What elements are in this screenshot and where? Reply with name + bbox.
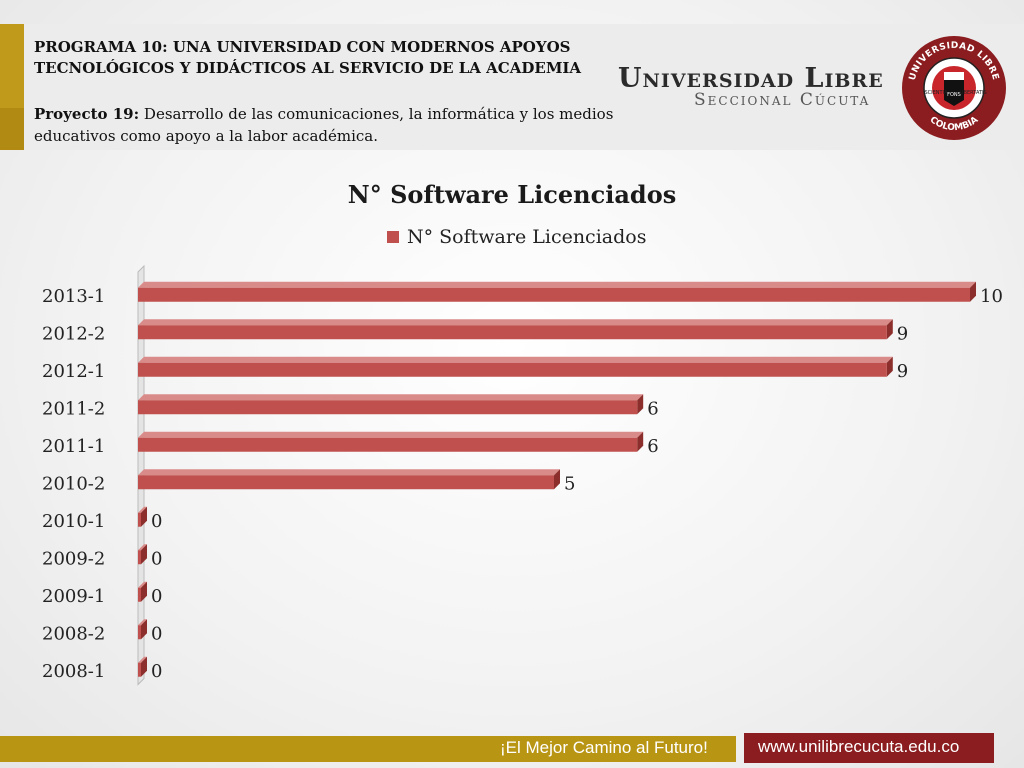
seal-right-text: LIBERTATIS — [959, 90, 986, 96]
project-description: Proyecto 19: Desarrollo de las comunicac… — [34, 103, 694, 147]
y-tick-label: 2013-1 — [42, 286, 105, 307]
bar-top — [138, 319, 893, 326]
seal-left-text: SCIENTIA — [925, 90, 949, 96]
bar — [138, 475, 554, 490]
bar-top — [138, 619, 147, 626]
data-label: 10 — [980, 286, 1003, 307]
bar-top — [138, 469, 560, 476]
bar-side — [886, 356, 893, 377]
bar-top — [138, 356, 893, 363]
legend-label: N° Software Licenciados — [407, 226, 647, 248]
bar — [138, 512, 141, 527]
data-label: 5 — [564, 473, 575, 494]
chart-title: N° Software Licenciados — [347, 180, 677, 209]
footer-slogan: ¡El Mejor Camino al Futuro! — [500, 738, 708, 757]
bar — [138, 662, 141, 677]
data-label: 0 — [151, 586, 162, 607]
bar-side — [637, 394, 644, 415]
bar-top — [138, 506, 147, 513]
bar — [138, 325, 887, 340]
program-title-line2: TECNOLÓGICOS Y DIDÁCTICOS AL SERVICIO DE… — [34, 59, 582, 77]
bar-top — [138, 431, 644, 438]
bar — [138, 287, 970, 302]
header-accent-bar — [0, 24, 24, 108]
program-title-line1: PROGRAMA 10: UNA UNIVERSIDAD CON MODERNO… — [34, 38, 571, 56]
bar-top — [138, 656, 147, 663]
bar-side — [554, 469, 560, 490]
y-tick-label: 2009-2 — [42, 548, 105, 569]
bar — [138, 587, 141, 602]
seal-center-text: FONS — [947, 92, 961, 98]
data-label: 6 — [647, 436, 658, 457]
data-label: 6 — [647, 398, 658, 419]
y-tick-label: 2011-2 — [42, 398, 105, 419]
y-tick-label: 2012-1 — [42, 361, 105, 382]
bar-side — [141, 581, 147, 602]
bar-top — [138, 281, 976, 288]
bar-top — [138, 581, 147, 588]
bar-side — [141, 506, 147, 527]
data-label: 9 — [897, 323, 908, 344]
bar-side — [886, 319, 893, 340]
legend-swatch — [387, 231, 399, 243]
data-label: 0 — [151, 548, 162, 569]
footer-slogan-bar — [0, 736, 736, 762]
brand-subtitle: Seccional Cúcuta — [694, 90, 871, 110]
brand-name: Universidad Libre — [618, 63, 884, 94]
header-band — [0, 24, 1024, 150]
y-tick-label: 2010-1 — [42, 511, 105, 532]
bar-side — [141, 544, 147, 565]
bar-side — [970, 281, 976, 302]
bar — [138, 550, 141, 565]
bar-top — [138, 544, 147, 551]
project-label: Proyecto 19: — [34, 105, 140, 123]
footer-url-bar — [744, 733, 994, 763]
bar — [138, 362, 887, 377]
y-tick-label: 2009-1 — [42, 586, 105, 607]
data-label: 0 — [151, 661, 162, 682]
data-label: 0 — [151, 511, 162, 532]
bar — [138, 437, 638, 452]
y-tick-label: 2012-2 — [42, 323, 105, 344]
footer-url[interactable]: www.unilibrecucuta.edu.co — [758, 737, 960, 756]
header-accent-bar-lower — [0, 108, 24, 150]
university-seal-logo: UNIVERSIDAD LIBRE COLOMBIA SCIENTIA FONS… — [902, 36, 1006, 140]
y-tick-label: 2008-2 — [42, 623, 105, 644]
y-tick-label: 2008-1 — [42, 661, 105, 682]
bar-chart: 2013-1 10 2012-2 9 2012-1 9 2011-2 6 2011-1 6 2010… — [42, 264, 1003, 686]
bar-top — [138, 394, 644, 401]
bar — [138, 400, 638, 415]
program-title: PROGRAMA 10: UNA UNIVERSIDAD CON MODERNO… — [34, 37, 614, 79]
project-text: Desarrollo de las comunicaciones, la inf… — [34, 105, 614, 145]
data-label: 0 — [151, 623, 162, 644]
y-tick-label: 2010-2 — [42, 473, 105, 494]
bar — [138, 625, 141, 640]
bar-side — [141, 656, 147, 677]
chart-legend: N° Software Licenciados — [387, 226, 646, 248]
bar-side — [637, 431, 644, 452]
bar-side — [141, 619, 147, 640]
y-tick-label: 2011-1 — [42, 436, 105, 457]
data-label: 9 — [897, 361, 908, 382]
